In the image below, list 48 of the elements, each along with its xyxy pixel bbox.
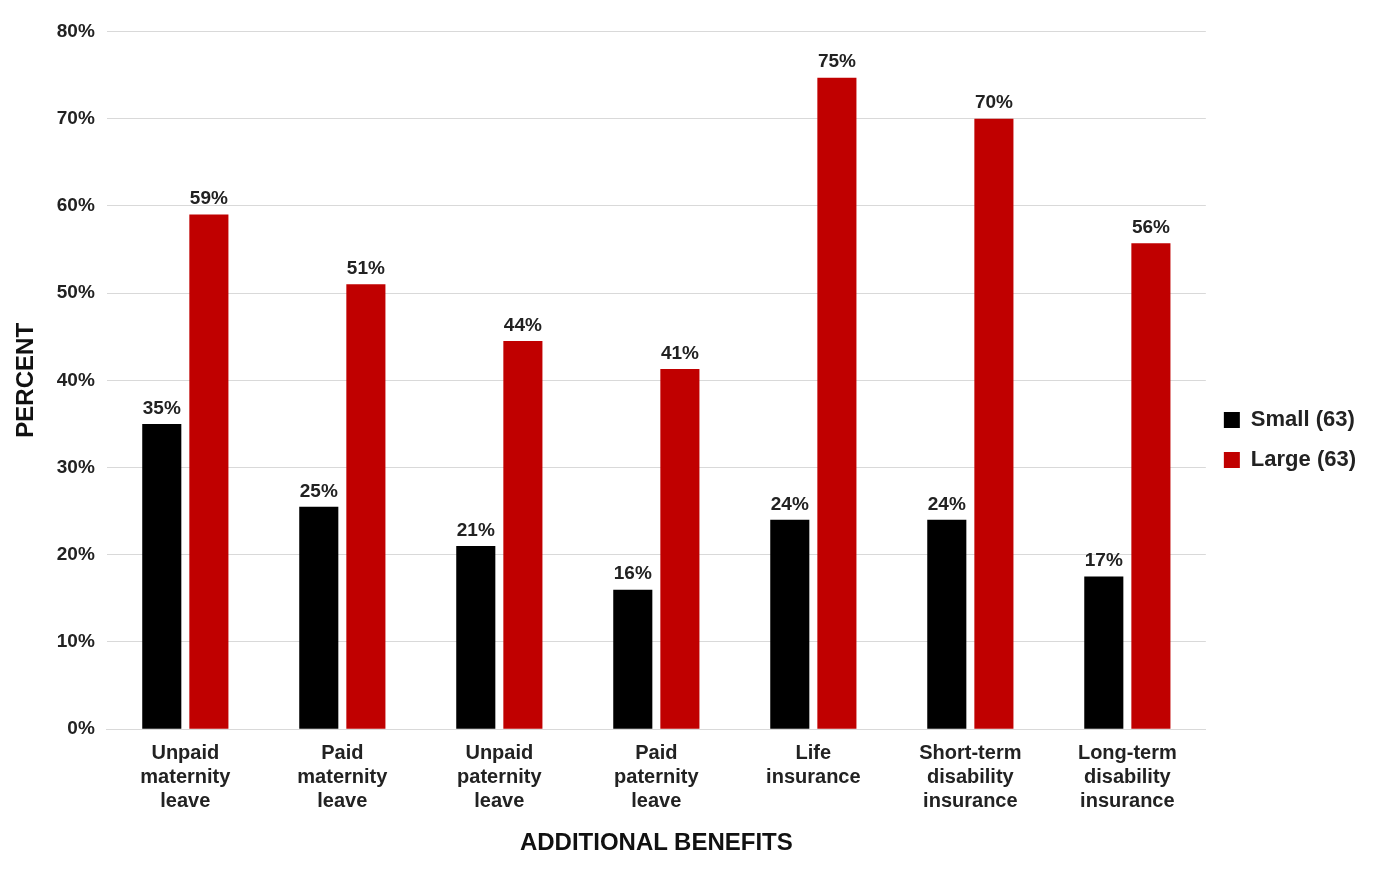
legend-label: Large (63) <box>1250 446 1357 472</box>
bar <box>503 341 543 729</box>
data-label: 51% <box>346 257 385 279</box>
bar <box>1131 243 1171 729</box>
data-label: 35% <box>142 396 181 418</box>
y-tick-label: 60% <box>56 194 95 216</box>
x-tick-label: Unpaid maternity leave <box>140 740 232 811</box>
bar <box>456 546 496 729</box>
y-tick-label: 80% <box>56 19 95 41</box>
bar <box>770 519 810 729</box>
bar <box>1084 576 1124 729</box>
x-tick-label: Long-term disability insurance <box>1077 740 1177 811</box>
data-label: 21% <box>456 518 495 540</box>
data-label: 75% <box>817 50 857 72</box>
y-axis-title: PERCENT <box>11 322 39 438</box>
x-tick-label: Life insurance <box>766 740 861 787</box>
bar <box>974 118 1014 729</box>
y-tick-label: 0% <box>67 717 95 739</box>
y-tick-label: 40% <box>56 368 95 390</box>
y-tick-label: 20% <box>56 542 95 564</box>
data-label: 44% <box>503 313 543 335</box>
bar <box>299 506 339 729</box>
bar <box>613 589 653 729</box>
bar <box>142 423 182 729</box>
bar <box>927 519 967 729</box>
data-label: 24% <box>927 492 966 514</box>
x-tick-label: Paid paternity leave <box>614 740 700 811</box>
data-label: 59% <box>189 187 228 209</box>
data-label: 24% <box>770 492 809 514</box>
x-tick-label: Paid maternity leave <box>297 740 389 811</box>
data-label: 56% <box>1131 216 1171 238</box>
x-tick-label: Unpaid paternity leave <box>457 740 543 811</box>
data-label: 41% <box>660 341 700 363</box>
x-axis-title: ADDITIONAL BENEFITS <box>519 828 793 856</box>
bar <box>660 368 700 729</box>
data-label: 17% <box>1084 549 1123 571</box>
legend-label: Small (63) <box>1250 406 1355 432</box>
y-tick-label: 30% <box>56 455 95 477</box>
bar <box>817 77 857 729</box>
data-label: 70% <box>974 91 1014 113</box>
data-label: 16% <box>613 562 652 584</box>
y-tick-label: 10% <box>56 630 95 652</box>
x-tick-label: Short-term disability insurance <box>919 740 1022 811</box>
bar <box>346 284 386 729</box>
y-tick-label: 70% <box>56 106 95 128</box>
bar <box>189 214 229 729</box>
y-tick-label: 50% <box>56 281 95 303</box>
data-label: 25% <box>299 479 338 501</box>
